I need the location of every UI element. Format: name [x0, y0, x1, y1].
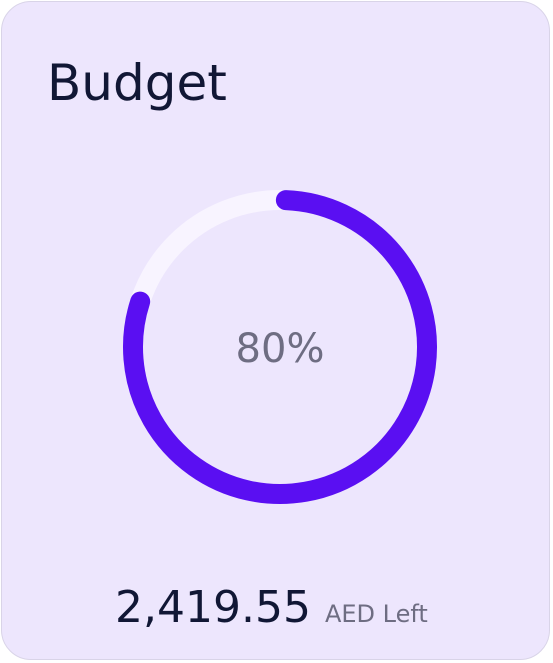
progress-label: 80% — [236, 326, 325, 372]
progress-arc — [123, 190, 437, 504]
unit-label: AED Left — [325, 600, 428, 628]
amount: 2,419.55 — [115, 582, 311, 633]
card-title: Budget — [47, 54, 227, 112]
